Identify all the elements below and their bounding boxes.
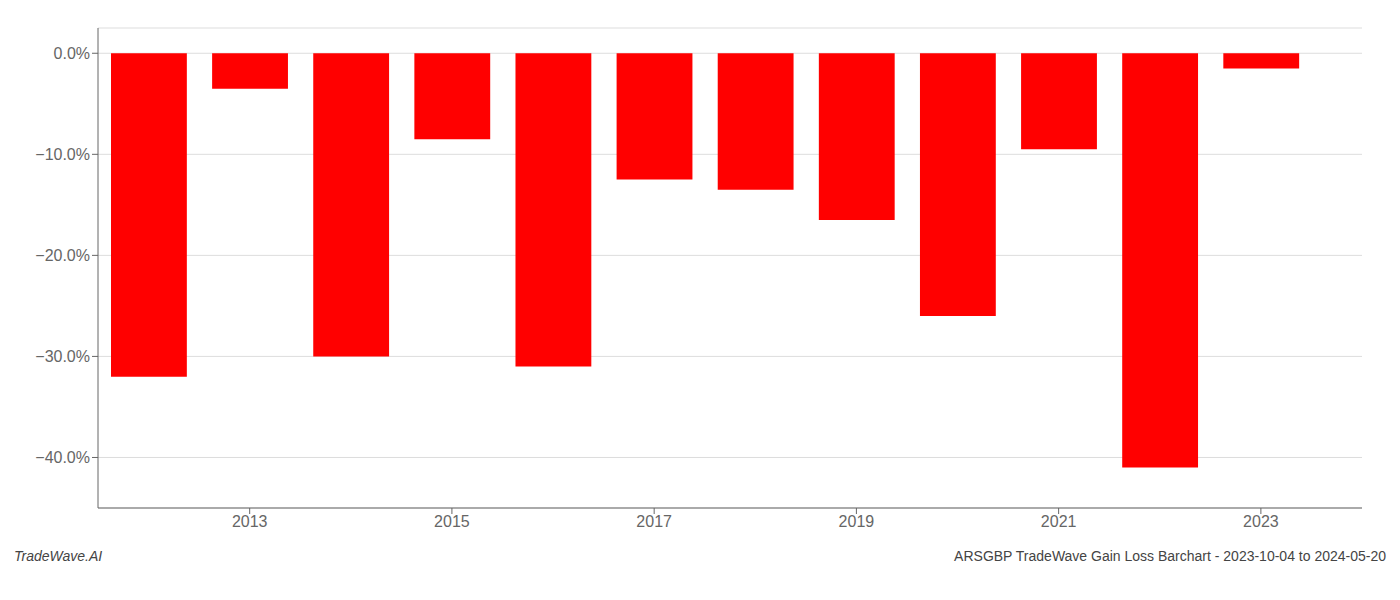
svg-text:−20.0%: −20.0% <box>35 247 90 264</box>
svg-text:2023: 2023 <box>1243 513 1279 530</box>
svg-text:2021: 2021 <box>1041 513 1077 530</box>
svg-text:−30.0%: −30.0% <box>35 348 90 365</box>
svg-text:2015: 2015 <box>434 513 470 530</box>
svg-text:0.0%: 0.0% <box>54 45 90 62</box>
svg-text:2017: 2017 <box>636 513 672 530</box>
svg-text:2013: 2013 <box>232 513 268 530</box>
html-text:ARSGBP TradeWave Gain Loss Bar: ARSGBP TradeWave Gain Loss Barchart - 20… <box>954 548 1386 564</box>
svg-text:2019: 2019 <box>839 513 875 530</box>
svg-text:−40.0%: −40.0% <box>35 449 90 466</box>
html-text:TradeWave.AI: TradeWave.AI <box>14 548 103 564</box>
svg-text:−10.0%: −10.0% <box>35 146 90 163</box>
